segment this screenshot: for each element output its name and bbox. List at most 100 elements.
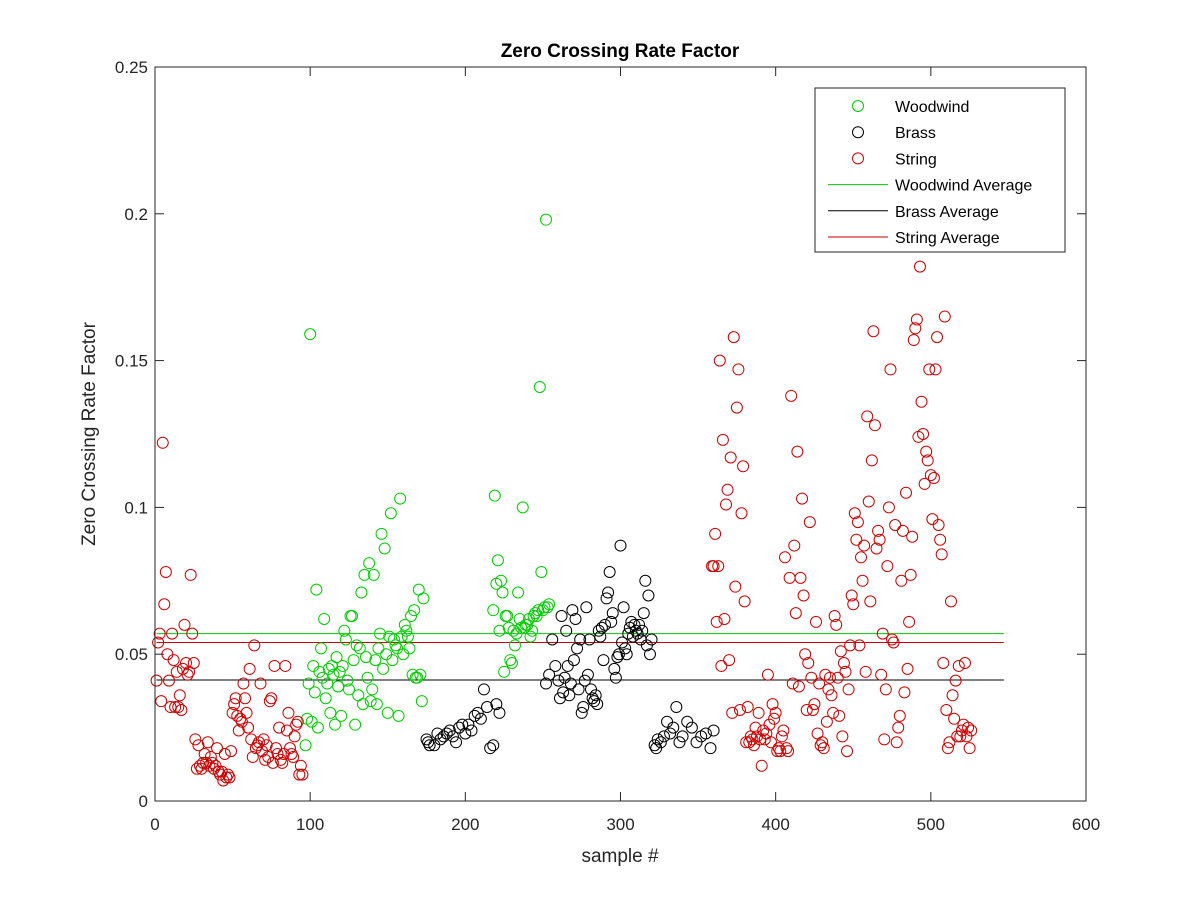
brass-point (575, 706, 588, 719)
string-point (796, 492, 809, 505)
woodwind-point (498, 665, 511, 678)
woodwind-point (370, 698, 383, 711)
string-point (794, 571, 807, 584)
string-point (915, 395, 928, 408)
woodwind-point (364, 695, 377, 708)
string-point (940, 703, 953, 716)
string-point (715, 659, 728, 672)
string-point (858, 539, 871, 552)
string-point (752, 706, 765, 719)
string-point (965, 724, 978, 737)
chart-title: Zero Crossing Rate Factor (501, 41, 740, 62)
string-point (927, 472, 940, 485)
string-point (890, 736, 903, 749)
legend-string-average-label: String Average (895, 230, 1000, 247)
brass-point (574, 633, 587, 646)
string-point (932, 519, 945, 532)
brass-point (603, 565, 616, 578)
woodwind-point (543, 598, 556, 611)
brass-point (564, 677, 577, 690)
string-point (738, 595, 751, 608)
string-point (186, 627, 199, 640)
string-point (820, 715, 833, 728)
string-point (892, 721, 905, 734)
woodwind-point (333, 665, 346, 678)
string-point (249, 742, 262, 755)
string-point (220, 771, 233, 784)
string-point (962, 721, 975, 734)
woodwind-point (324, 706, 337, 719)
string-point (254, 677, 267, 690)
woodwind-point (516, 501, 529, 514)
string-point (270, 742, 283, 755)
brass-point (446, 730, 459, 743)
brass-point (628, 618, 641, 631)
legend-box (814, 87, 1066, 253)
brass-point (450, 736, 463, 749)
legend-woodwind-swatch (852, 100, 864, 112)
brass-point (555, 610, 568, 623)
string-point (765, 736, 778, 749)
woodwind-point (346, 610, 359, 623)
woodwind-point (505, 657, 518, 670)
string-point (280, 724, 293, 737)
y-tick-label: 0 (139, 792, 148, 811)
string-point (785, 389, 798, 402)
string-point (726, 706, 739, 719)
string-point (162, 674, 175, 687)
woodwind-point (336, 659, 349, 672)
woodwind-point (507, 624, 520, 637)
woodwind-point (372, 642, 385, 655)
woodwind-point (524, 630, 537, 643)
brass-point (591, 698, 604, 711)
legend-brass-average-label: Brass Average (895, 204, 999, 221)
brass-point (594, 630, 607, 643)
brass-point (608, 662, 621, 675)
string-point (830, 618, 843, 631)
string-point (293, 768, 306, 781)
brass-point (639, 574, 652, 587)
woodwind-point (375, 527, 388, 540)
string-point (755, 759, 768, 772)
woodwind-point (529, 607, 542, 620)
woodwind-point (540, 213, 553, 226)
string-point (823, 671, 836, 684)
string-point (741, 701, 754, 714)
woodwind-point (356, 698, 369, 711)
string-point (816, 736, 829, 749)
brass-point (636, 624, 649, 637)
string-point (197, 756, 210, 769)
woodwind-point (488, 489, 501, 502)
y-tick-label: 0.15 (115, 352, 148, 371)
string-point (868, 419, 881, 432)
brass-point (572, 683, 585, 696)
woodwind-point (353, 642, 366, 655)
string-point (941, 742, 954, 755)
woodwind-point (321, 677, 334, 690)
brass-point (589, 689, 602, 702)
string-point (893, 709, 906, 722)
string-point (958, 657, 971, 670)
string-point (913, 260, 926, 273)
string-point (229, 692, 242, 705)
woodwind-point (308, 686, 321, 699)
string-point (732, 363, 745, 376)
string-point (825, 689, 838, 702)
brass-point (566, 604, 579, 617)
string-point (800, 703, 813, 716)
woodwind-point (495, 574, 508, 587)
string-point (201, 736, 214, 749)
string-point (879, 683, 892, 696)
string-point (287, 750, 300, 763)
string-point (175, 703, 188, 716)
string-point (294, 759, 307, 772)
woodwind-point (487, 604, 500, 617)
woodwind-point (417, 592, 430, 605)
string-point (283, 742, 296, 755)
string-point (282, 706, 295, 719)
woodwind-point (299, 739, 312, 752)
woodwind-point (392, 709, 405, 722)
string-point (806, 703, 819, 716)
string-point (710, 615, 723, 628)
string-point (246, 750, 259, 763)
